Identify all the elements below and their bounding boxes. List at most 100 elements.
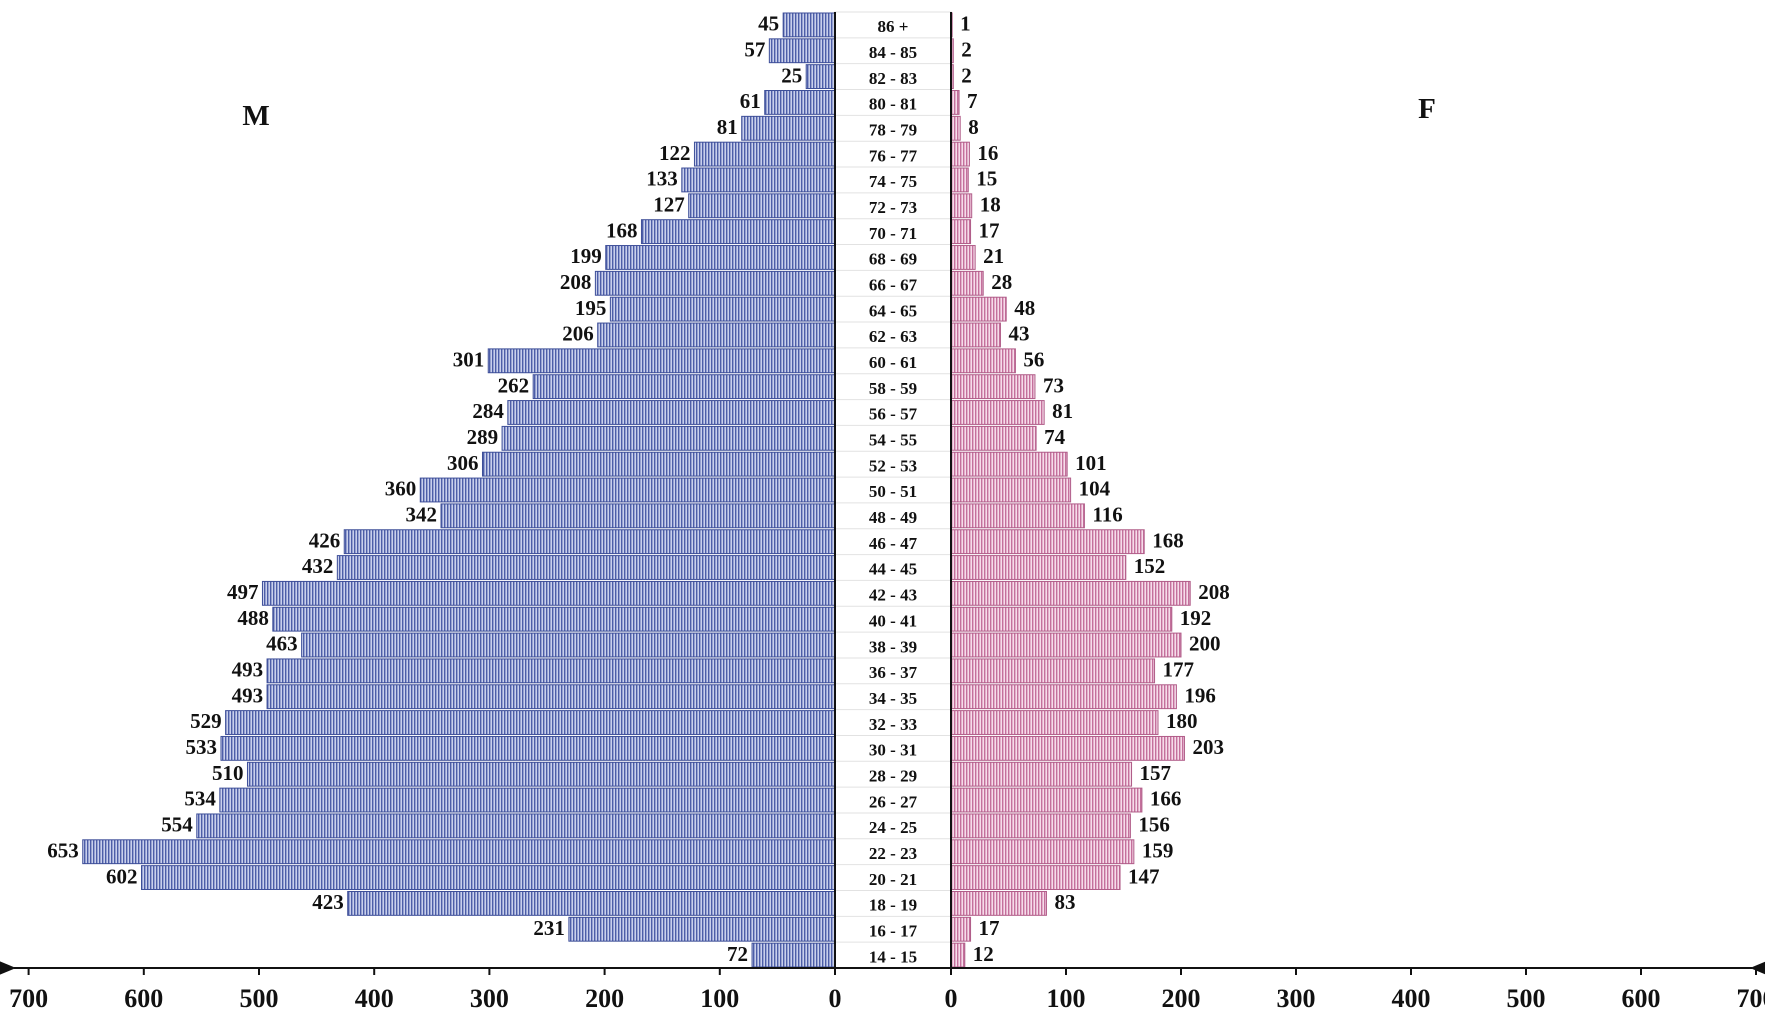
bar-male-18: [481, 451, 836, 477]
age-group-label-35: 18 - 19: [869, 896, 917, 915]
bar-male-30: [246, 761, 836, 787]
bar-female-11: [950, 270, 984, 296]
bar-male-4: [764, 90, 836, 115]
age-group-label-9: 70 - 71: [869, 224, 917, 243]
female-value-label-5: 8: [968, 115, 979, 139]
age-group-label-14: 60 - 61: [869, 353, 917, 372]
bar-female-6: [950, 141, 970, 167]
male-value-label-35: 423: [312, 890, 344, 914]
bar-female-8: [950, 193, 973, 219]
female-value-label-12: 48: [1014, 296, 1035, 320]
female-value-label-14: 56: [1023, 347, 1044, 371]
tick-label-left-700: 700: [9, 984, 48, 1013]
female-value-label-37: 12: [973, 942, 994, 966]
bar-male-2: [768, 38, 836, 64]
female-value-label-6: 16: [977, 141, 998, 165]
bar-female-9: [950, 219, 972, 245]
tick-label-left-100: 100: [700, 984, 739, 1013]
age-group-label-31: 26 - 27: [869, 792, 918, 811]
age-group-label-12: 64 - 65: [869, 301, 917, 320]
female-value-label-4: 7: [967, 89, 978, 113]
age-group-label-26: 36 - 37: [869, 663, 918, 682]
bar-male-20: [440, 503, 836, 529]
age-group-label-7: 74 - 75: [869, 172, 917, 191]
bar-male-9: [640, 219, 836, 245]
bar-female-17: [950, 425, 1037, 451]
tick-label-left-400: 400: [355, 984, 394, 1013]
male-value-label-18: 306: [447, 451, 479, 475]
age-group-label-15: 58 - 59: [869, 379, 917, 398]
female-value-label-9: 17: [979, 218, 1000, 242]
female-value-label-19: 104: [1079, 477, 1111, 501]
bar-female-27: [950, 684, 1177, 710]
tick-label-left-0: 0: [829, 984, 842, 1013]
male-value-label-9: 168: [606, 218, 638, 242]
male-value-label-23: 497: [227, 580, 259, 604]
female-value-label-24: 192: [1180, 606, 1212, 630]
tick-label-right-400: 400: [1392, 984, 1431, 1013]
bar-male-6: [693, 141, 836, 167]
bar-female-5: [950, 115, 961, 141]
female-bars: [950, 12, 1191, 968]
age-group-label-22: 44 - 45: [869, 560, 917, 579]
age-group-label-1: 86 +: [878, 17, 909, 36]
age-group-label-10: 68 - 69: [869, 250, 917, 269]
female-value-label-20: 116: [1092, 503, 1122, 527]
female-value-label-22: 152: [1134, 554, 1166, 578]
male-value-label-7: 133: [646, 167, 678, 191]
age-group-label-16: 56 - 57: [869, 405, 918, 424]
age-group-label-5: 78 - 79: [869, 121, 917, 140]
bar-female-10: [950, 245, 976, 270]
male-value-label-20: 342: [406, 503, 438, 527]
male-bars: [82, 12, 836, 968]
bar-female-25: [950, 632, 1182, 658]
bar-male-34: [140, 865, 836, 890]
x-axis: 700 600 500 400 300 200 100 0 0 100 200 300 400 500 60…: [0, 958, 1765, 1013]
center-band-bg: [834, 11, 952, 969]
bar-female-19: [950, 477, 1072, 503]
male-value-label-37: 72: [727, 942, 748, 966]
male-value-label-27: 493: [232, 683, 264, 707]
bar-female-34: [950, 865, 1121, 890]
female-value-label-30: 157: [1140, 761, 1172, 785]
tick-label-right-100: 100: [1047, 984, 1086, 1013]
bar-male-25: [301, 632, 836, 658]
age-group-label-18: 52 - 53: [869, 456, 917, 475]
bar-male-35: [347, 890, 836, 916]
bar-male-17: [501, 425, 836, 451]
bar-female-24: [950, 606, 1173, 632]
female-value-label-16: 81: [1052, 399, 1073, 423]
age-group-label-32: 24 - 25: [869, 818, 917, 837]
bar-male-8: [688, 193, 836, 219]
bar-male-22: [336, 555, 836, 580]
tick-label-right-200: 200: [1162, 984, 1201, 1013]
bar-male-29: [220, 735, 836, 761]
bar-male-7: [681, 167, 836, 193]
age-group-label-34: 20 - 21: [869, 870, 917, 889]
female-value-label-26: 177: [1163, 658, 1195, 682]
bar-male-1: [782, 12, 836, 38]
age-group-label-30: 28 - 29: [869, 766, 917, 785]
male-value-label-19: 360: [385, 477, 417, 501]
male-value-label-3: 25: [781, 63, 802, 87]
female-value-labels: 1227816151817212848435673817410110411616…: [960, 12, 1230, 966]
female-value-label-7: 15: [976, 167, 997, 191]
female-value-label-36: 17: [979, 916, 1000, 940]
bar-male-11: [594, 270, 836, 296]
bar-female-7: [950, 167, 969, 193]
series-label-male: M: [242, 100, 269, 132]
bar-female-20: [950, 503, 1085, 529]
female-value-label-13: 43: [1008, 322, 1029, 346]
bar-female-30: [950, 761, 1133, 787]
female-value-label-11: 28: [991, 270, 1012, 294]
age-group-label-28: 32 - 33: [869, 715, 917, 734]
age-group-label-8: 72 - 73: [869, 198, 917, 217]
age-group-label-4: 80 - 81: [869, 95, 917, 114]
male-value-label-32: 554: [161, 813, 193, 837]
male-value-label-31: 534: [184, 787, 216, 811]
male-value-label-29: 533: [185, 735, 217, 759]
male-value-label-10: 199: [570, 244, 602, 268]
male-value-label-28: 529: [190, 709, 222, 733]
tick-label-right-700: 700: [1737, 984, 1765, 1013]
